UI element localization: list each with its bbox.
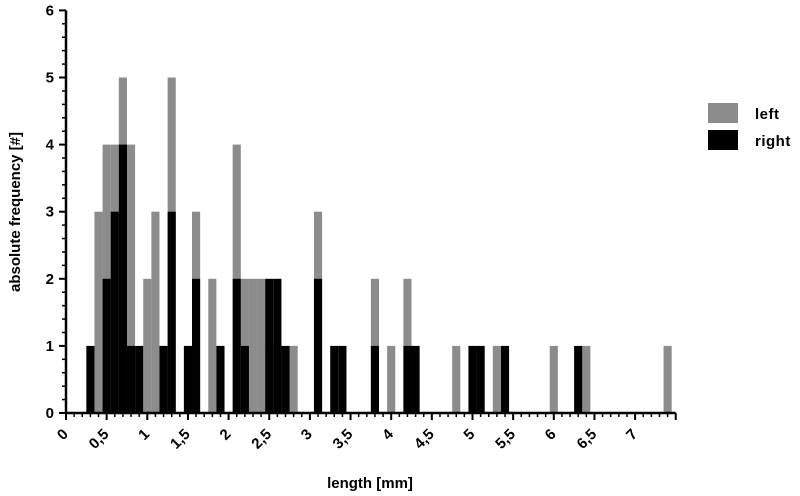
bar-left — [143, 278, 152, 413]
y-tick-label: 2 — [46, 271, 54, 288]
x-tick-label: 7 — [623, 426, 641, 444]
x-tick-label: 3 — [298, 426, 316, 444]
x-axis-title: length [mm] — [327, 475, 413, 492]
x-tick-label: 1,5 — [167, 426, 194, 453]
y-tick-label: 3 — [46, 204, 54, 221]
x-tick-label: 6 — [542, 426, 560, 444]
y-tick-label: 4 — [46, 137, 55, 154]
x-tick-label: 3,5 — [330, 426, 357, 453]
y-tick-label: 1 — [46, 338, 54, 355]
x-tick-label: 4 — [379, 425, 397, 443]
axes — [59, 9, 677, 420]
bar-right — [338, 345, 347, 413]
x-tick-label: 0 — [54, 426, 72, 444]
bar-right — [159, 345, 168, 413]
x-tick-label: 2,5 — [248, 426, 275, 453]
bar-right — [574, 345, 583, 413]
legend-label-right: right — [755, 133, 791, 150]
x-tick-labels: 0 0,5 1 1,5 2 2,5 3 3,5 4 4,5 5 5,5 6 6,5 7 — [54, 425, 641, 452]
y-axis-title: absolute frequency [#] — [7, 132, 24, 292]
y-tick-labels: 0 1 2 3 4 5 6 — [46, 2, 55, 422]
bar-left — [208, 278, 217, 413]
x-tick-label: 6,5 — [574, 426, 601, 453]
bar-left — [549, 345, 558, 413]
bar-left — [94, 211, 103, 413]
bar-right — [110, 211, 119, 413]
series-right-bars — [86, 144, 583, 413]
bar-right — [135, 345, 144, 413]
legend-label-left: left — [755, 106, 780, 123]
x-tick-label: 5 — [460, 426, 478, 444]
bar-right — [167, 211, 176, 413]
bar-right — [232, 278, 241, 413]
x-tick-label: 1 — [135, 426, 153, 444]
bar-right — [192, 278, 201, 413]
legend-swatch-right — [708, 130, 738, 150]
bar-right — [216, 345, 225, 413]
bar-left — [387, 345, 396, 413]
bar-left — [248, 278, 258, 413]
x-tick-label: 4,5 — [411, 426, 438, 453]
bar-right — [265, 278, 274, 413]
x-tick-label: 2 — [217, 426, 235, 444]
bar-left — [663, 345, 672, 413]
bar-right — [403, 345, 412, 413]
series-left-bars — [94, 77, 672, 413]
bar-right — [500, 345, 510, 413]
bar-right — [370, 345, 380, 413]
bar-right — [86, 345, 95, 413]
bar-left — [452, 345, 461, 413]
bar-left — [151, 211, 160, 413]
bar-right — [240, 345, 249, 413]
bar-right — [281, 345, 290, 413]
bar-left — [492, 345, 501, 413]
legend: left right — [708, 103, 791, 150]
bar-left — [289, 345, 298, 413]
bar-right — [118, 144, 127, 413]
bar-right — [330, 345, 339, 413]
bar-right — [476, 345, 485, 413]
x-tick-label: 5,5 — [492, 426, 519, 453]
bar-right — [102, 278, 111, 413]
y-tick-label: 5 — [46, 70, 54, 87]
y-tick-label: 6 — [46, 2, 54, 19]
x-tick-label: 0,5 — [86, 426, 113, 453]
bar-right — [411, 345, 420, 413]
bar-right — [313, 278, 323, 413]
bar-right — [273, 278, 282, 413]
legend-swatch-left — [708, 103, 738, 123]
bar-right — [468, 345, 477, 413]
y-tick-label: 0 — [46, 405, 54, 422]
bar-right — [126, 345, 136, 413]
bar-left — [257, 278, 266, 413]
bar-left — [126, 144, 136, 413]
bar-right — [183, 345, 193, 413]
bar-left — [582, 345, 591, 413]
